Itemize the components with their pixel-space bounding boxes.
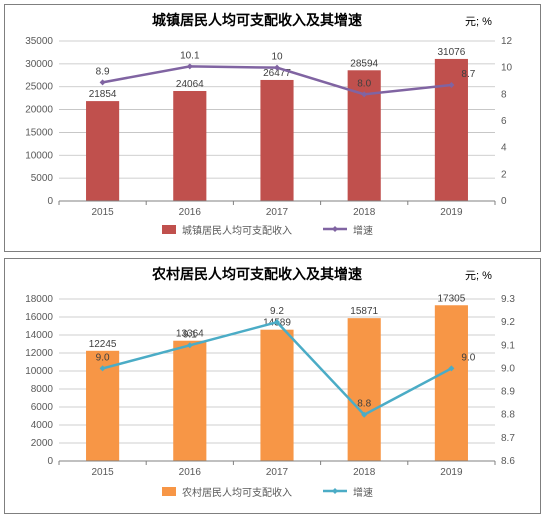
chart-unit: 元; %: [465, 270, 492, 282]
y-right-tick: 9.2: [501, 317, 515, 328]
line-value-label: 8.0: [357, 78, 371, 89]
x-category-label: 2015: [91, 207, 114, 218]
y-left-tick: 18000: [25, 294, 53, 305]
y-left-tick: 25000: [25, 82, 53, 93]
bar: [173, 91, 206, 201]
line-value-label: 8.8: [357, 399, 371, 410]
y-right-tick: 10: [501, 63, 513, 74]
line-value-label: 10: [271, 52, 283, 63]
y-right-tick: 9.1: [501, 340, 515, 351]
x-category-label: 2017: [266, 467, 289, 478]
y-right-tick: 0: [501, 196, 507, 207]
bar: [435, 305, 468, 461]
bar: [348, 318, 381, 461]
y-right-tick: 8.9: [501, 387, 515, 398]
y-right-tick: 8: [501, 89, 507, 100]
y-right-tick: 4: [501, 143, 507, 154]
y-left-tick: 2000: [31, 438, 54, 449]
bar-value-label: 21854: [89, 89, 117, 100]
line-value-label: 8.7: [461, 69, 475, 80]
rural-income-chart: 0 2000 4000 6000 8000 10000 12000 14000 16000 180…: [4, 258, 541, 514]
y-left-tick: 4000: [31, 420, 54, 431]
y-left-tick: 8000: [31, 384, 54, 395]
y-left-tick: 6000: [31, 402, 54, 413]
line-value-label: 9.1: [183, 329, 197, 340]
x-category-label: 2019: [440, 467, 463, 478]
bar-value-label: 17305: [437, 293, 465, 304]
x-category-label: 2018: [353, 207, 376, 218]
y-left-tick: 0: [47, 196, 53, 207]
line-value-label: 10.1: [180, 50, 200, 61]
bar: [173, 341, 206, 461]
urban-income-chart: 0 5000 10000 15000 20000 25000 30000 35000 0 2 4 6 8…: [4, 4, 541, 252]
line-marker: [100, 79, 106, 85]
bar-value-label: 12245: [89, 339, 117, 350]
legend-swatch-bar: [162, 487, 176, 496]
y-right-tick: 9.3: [501, 294, 515, 305]
line-value-label: 9.0: [461, 352, 475, 363]
y-right-tick: 12: [501, 36, 513, 47]
bar-value-label: 28594: [350, 58, 378, 69]
y-left-tick: 5000: [31, 173, 54, 184]
line-value-label: 8.9: [96, 66, 110, 77]
legend-label-line: 增速: [353, 224, 373, 237]
chart-title: 农村居民人均可支配收入及其增速: [151, 266, 362, 282]
bar-value-label: 31076: [437, 47, 465, 58]
y-left-tick: 30000: [25, 59, 53, 70]
line-value-label: 9.0: [96, 352, 110, 363]
y-left-tick: 35000: [25, 36, 53, 47]
y-left-tick: 0: [47, 456, 53, 467]
bar-value-label: 24064: [176, 79, 204, 90]
bar: [260, 330, 293, 461]
y-left-tick: 10000: [25, 150, 53, 161]
y-left-tick: 15000: [25, 127, 53, 138]
chart-unit: 元; %: [465, 16, 492, 28]
y-left-tick: 10000: [25, 366, 53, 377]
x-category-label: 2019: [440, 207, 463, 218]
y-right-tick: 2: [501, 169, 507, 180]
bar-value-label: 15871: [350, 306, 378, 317]
y-left-tick: 16000: [25, 312, 53, 323]
x-category-label: 2016: [179, 467, 202, 478]
y-right-tick: 9.0: [501, 363, 515, 374]
y-left-tick: 20000: [25, 105, 53, 116]
bar: [260, 80, 293, 201]
y-right-tick: 8.8: [501, 410, 515, 421]
x-category-label: 2017: [266, 207, 289, 218]
legend-swatch-bar: [162, 225, 176, 234]
bar: [86, 101, 119, 201]
x-category-label: 2018: [353, 467, 376, 478]
legend-label-bar: 农村居民人均可支配收入: [182, 486, 292, 499]
legend-label-bar: 城镇居民人均可支配收入: [182, 224, 292, 237]
x-category-label: 2015: [91, 467, 114, 478]
y-right-tick: 6: [501, 116, 507, 127]
chart-title: 城镇居民人均可支配收入及其增速: [152, 12, 362, 28]
y-right-tick: 8.6: [501, 456, 515, 467]
x-category-label: 2016: [179, 207, 202, 218]
legend-label-line: 增速: [353, 486, 373, 499]
y-left-tick: 14000: [25, 330, 53, 341]
y-right-tick: 8.7: [501, 433, 515, 444]
bar: [435, 59, 468, 201]
line-value-label: 9.2: [270, 306, 284, 317]
y-left-tick: 12000: [25, 348, 53, 359]
